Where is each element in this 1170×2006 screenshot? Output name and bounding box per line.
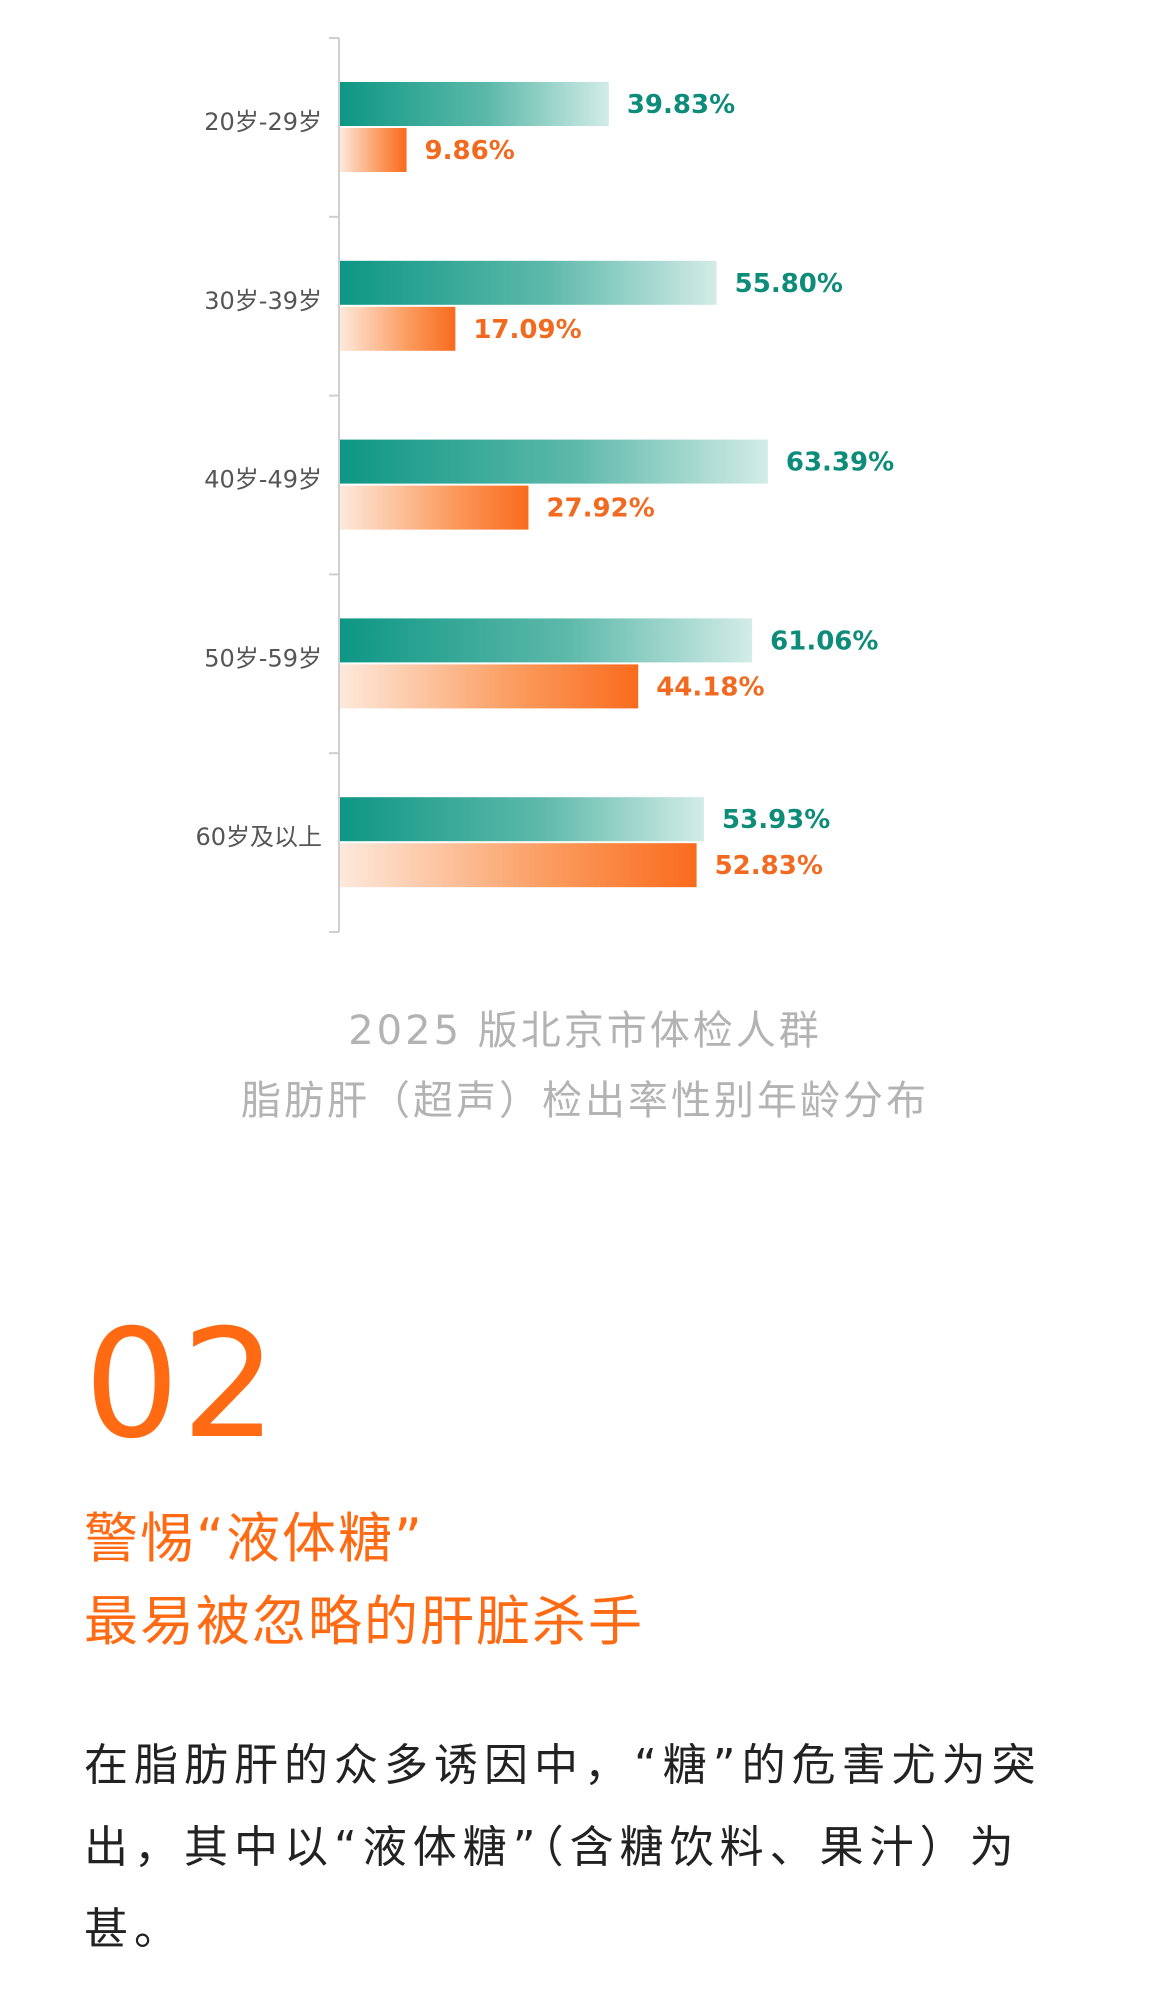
bar-series2 xyxy=(340,843,697,888)
data-label: 53.93% xyxy=(722,805,830,835)
chart: 20岁-29岁 39.83% 9.86% 30岁-39岁 55.80% 17.09% 40岁… xyxy=(195,37,894,933)
bar-series1 xyxy=(340,82,609,126)
data-label: 39.83% xyxy=(627,90,735,120)
chart-caption-line1: 2025 版北京市体检人群 xyxy=(348,1008,822,1054)
bar-series2 xyxy=(340,485,529,530)
bar-series1 xyxy=(340,618,753,663)
data-label: 61.06% xyxy=(770,626,878,656)
section-title-line1: 警惕“液体糖” xyxy=(84,1507,424,1570)
category-label: 30岁-39岁 xyxy=(204,287,322,315)
data-label: 63.39% xyxy=(786,448,894,478)
bar-series1 xyxy=(340,797,705,842)
bar-series2 xyxy=(340,128,407,172)
body-paragraph: 在脂肪肝的众多诱因中，“糖”的危害尤为突出，其中以“液体糖”（含糖饮料、果汁）为… xyxy=(84,1740,1042,1955)
section-number: 02 xyxy=(84,1298,279,1472)
bar-series2 xyxy=(340,664,639,709)
data-label: 44.18% xyxy=(656,672,764,702)
data-label: 9.86% xyxy=(425,136,515,166)
section-title-line2: 最易被忽略的肝脏杀手 xyxy=(84,1590,644,1653)
bar-series1 xyxy=(340,260,717,305)
bar-series2 xyxy=(340,306,456,351)
data-label: 52.83% xyxy=(715,851,823,881)
data-label: 55.80% xyxy=(735,269,843,299)
data-label: 17.09% xyxy=(473,315,581,345)
category-label: 50岁-59岁 xyxy=(204,644,322,672)
category-label: 60岁及以上 xyxy=(195,823,322,851)
bar-series1 xyxy=(340,439,768,484)
chart-caption-line2: 脂肪肝（超声）检出率性别年龄分布 xyxy=(241,1078,929,1124)
category-label: 40岁-49岁 xyxy=(204,466,322,494)
data-label: 27.92% xyxy=(546,494,654,524)
category-label: 20岁-29岁 xyxy=(204,108,322,136)
